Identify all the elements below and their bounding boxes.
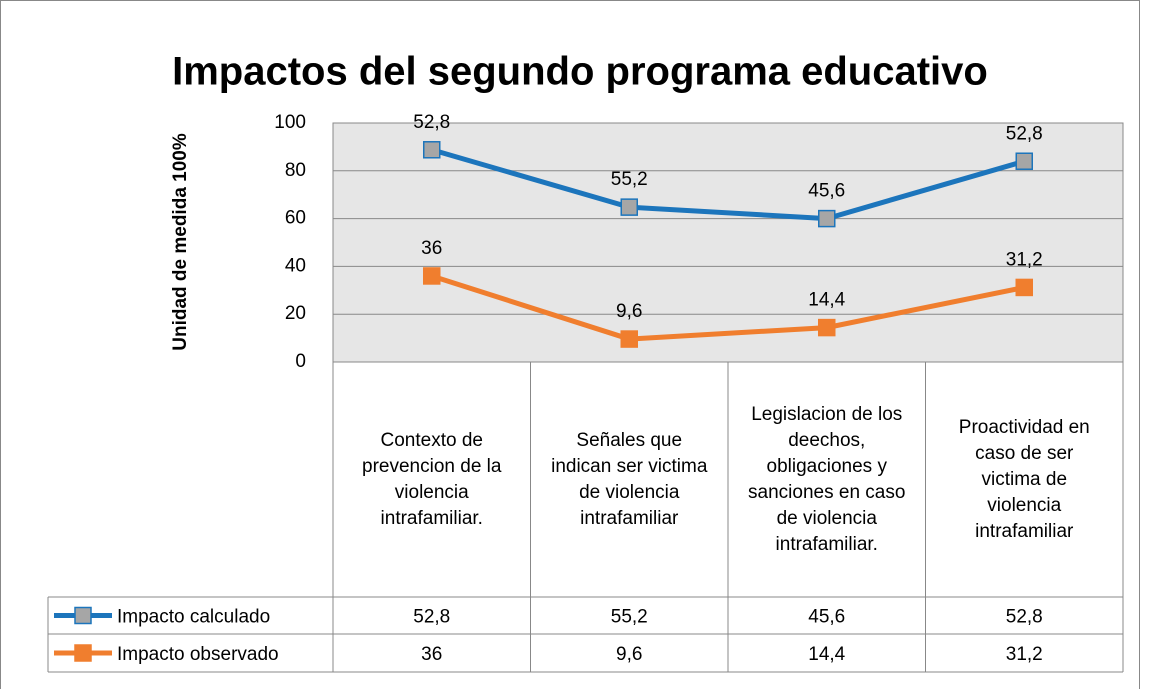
legend-marker [74,606,92,625]
data-label: 52,8 [413,112,450,133]
data-point [620,198,638,216]
data-label: 31,2 [1006,249,1043,270]
table-value: 45,6 [808,607,845,628]
x-tick-label: Legislacion de los deechos, obligaciones… [748,403,906,555]
x-tick-label: Señales que indican ser victima de viole… [551,429,708,529]
legend-marker [74,644,92,662]
y-tick-label: 100 [274,112,306,133]
table-value: 52,8 [1006,607,1043,628]
plot-area [332,122,1124,363]
chart-title: Impactos del segundo programa educativo [172,50,988,94]
y-tick-label: 40 [285,255,306,276]
legend-label: Impacto calculado [117,607,270,628]
y-tick-label: 20 [285,303,306,324]
table-value: 14,4 [808,644,845,665]
data-label: 55,2 [611,169,648,190]
data-label: 9,6 [616,301,642,322]
table-value: 55,2 [611,607,648,628]
data-label: 14,4 [808,290,845,311]
data-label: 52,8 [1006,123,1043,144]
data-point [423,267,441,285]
x-tick-label: Proactividad en caso de ser victima de v… [958,416,1090,542]
y-tick-label: 0 [295,351,306,372]
legend-label: Impacto observado [117,644,279,665]
table-value: 36 [421,644,442,665]
data-point [818,209,836,228]
data-point [1015,278,1033,297]
table-value: 31,2 [1006,644,1043,665]
data-point [818,318,836,337]
data-point [423,141,441,159]
y-tick-label: 60 [285,208,306,229]
data-point [1015,152,1033,170]
data-label: 36 [421,238,442,259]
table-value: 9,6 [616,644,642,665]
data-label: 45,6 [808,181,845,202]
y-tick-label: 80 [285,160,306,181]
y-axis-label: Unidad de medida 100% [170,133,191,351]
data-point [620,330,638,348]
series-line [431,147,1025,222]
x-tick-label: Contexto de prevencion de la violencia i… [362,429,502,529]
table-value: 52,8 [413,607,450,628]
series-line [430,273,1025,342]
